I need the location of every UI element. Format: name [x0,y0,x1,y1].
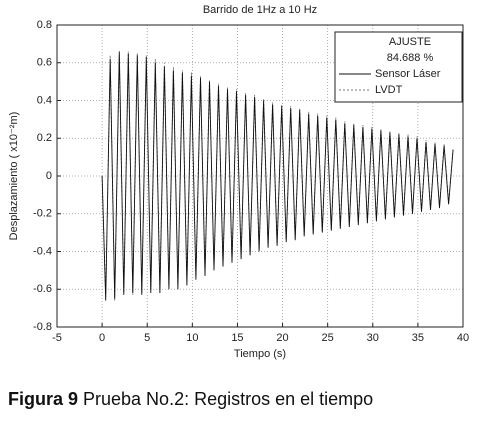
y-tick-label: -0.4 [33,245,52,257]
annotation: 84.688 % [387,52,434,64]
caption: Figura 9 Prueba No.2: Registros en el tie… [8,389,373,409]
caption-label: Figura 9 [8,389,78,409]
legend-label: Sensor Láser [375,68,441,80]
legend: AJUSTE 84.688 % Sensor Láser LVDT [334,31,463,103]
x-tick-label: 35 [412,332,424,344]
x-tick-label: 20 [276,332,288,344]
y-tick-label: -0.6 [33,283,52,295]
chart-title: Barrido de 1Hz a 10 Hz [203,4,317,16]
x-tick-label: 30 [367,332,379,344]
x-tick-label: -5 [52,332,62,344]
y-axis-label: Desplazamiento ( x10⁻²m) [8,112,20,241]
x-tick-label: 10 [186,332,198,344]
y-tick-label: 0.8 [37,19,52,31]
x-tick-label: 40 [457,332,469,344]
series-line [101,51,454,301]
x-tick-label: 25 [322,332,334,344]
y-tick-label: 0.4 [37,94,52,106]
y-tick-label: 0 [46,170,52,182]
y-tick-label: 0.6 [37,57,52,69]
y-tick-label: -0.2 [33,208,52,220]
y-tick-label: -0.8 [33,321,52,333]
x-axis-label: Tiempo (s) [234,348,286,360]
y-tick-label: 0.2 [37,132,52,144]
legend-label: LVDT [375,84,403,96]
x-tick-label: 0 [99,332,105,344]
caption-text: Prueba No.2: Registros en el tiempo [83,389,373,409]
plot-frame [56,24,464,328]
x-tick-label: 5 [144,332,150,344]
x-tick-label: 15 [231,332,243,344]
legend-title: AJUSTE [389,36,431,48]
